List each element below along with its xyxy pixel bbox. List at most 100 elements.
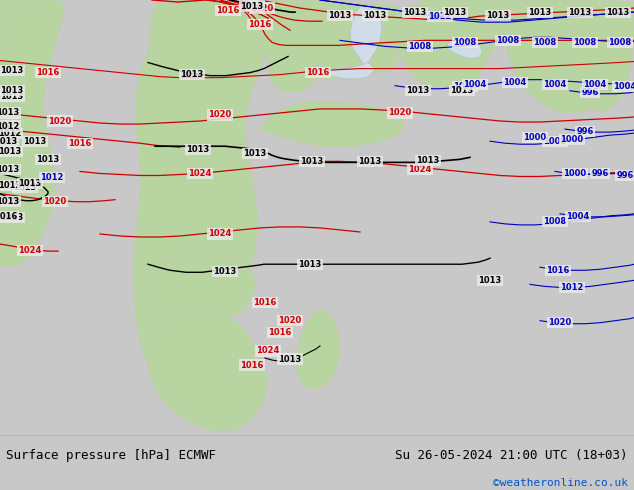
Text: 996: 996 [581,88,598,98]
Text: 1016: 1016 [547,266,570,275]
Text: 1013: 1013 [479,276,501,285]
Text: 1013: 1013 [450,86,474,95]
Text: 1013: 1013 [358,157,382,166]
Polygon shape [571,0,634,111]
Text: 1013: 1013 [417,156,439,165]
Text: 1004: 1004 [613,82,634,91]
Text: 1008: 1008 [543,218,567,226]
Text: 1016: 1016 [68,139,92,147]
Text: 1013: 1013 [0,181,22,190]
Text: 1012: 1012 [560,283,584,292]
Text: 1013: 1013 [0,108,20,118]
Text: 1020: 1020 [43,197,67,206]
Text: 1008: 1008 [408,42,432,51]
Text: 996: 996 [576,126,593,136]
Text: 1008: 1008 [533,38,557,47]
Text: 1013: 1013 [1,92,23,101]
Polygon shape [382,49,398,73]
Polygon shape [132,0,270,373]
Text: 1013: 1013 [328,11,352,20]
Text: 1020: 1020 [250,3,274,13]
Polygon shape [390,5,490,86]
Text: 1013: 1013 [23,137,47,146]
Text: 996: 996 [592,169,609,178]
Text: 1020: 1020 [209,110,231,120]
Polygon shape [448,37,482,58]
Polygon shape [296,309,340,389]
Text: 1024: 1024 [256,346,280,355]
Text: 1013: 1013 [13,183,37,192]
Polygon shape [405,0,520,88]
Text: 1024: 1024 [408,165,432,174]
Text: 1013: 1013 [301,157,323,166]
Text: 1000: 1000 [560,135,583,144]
Text: 1013: 1013 [568,8,592,17]
Text: 1012: 1012 [429,12,451,21]
Text: 1013: 1013 [1,86,23,95]
Text: 1013: 1013 [443,8,467,17]
Text: 1013: 1013 [214,267,236,276]
Text: 1013: 1013 [0,197,20,206]
Text: 1013: 1013 [181,70,204,79]
Polygon shape [488,0,520,58]
Text: 996: 996 [616,171,634,180]
Text: 1008: 1008 [609,38,631,47]
Text: 1012: 1012 [41,173,63,182]
Text: 1016: 1016 [254,298,276,307]
Text: 1013: 1013 [1,66,23,75]
Text: 1013: 1013 [1,213,23,222]
Polygon shape [318,63,375,79]
Text: 1008: 1008 [543,137,567,146]
Text: 1004: 1004 [583,80,607,89]
Text: 1000: 1000 [564,169,586,178]
Text: 1013: 1013 [299,260,321,269]
Text: 1024: 1024 [209,229,231,239]
Polygon shape [268,49,318,93]
Text: 1020: 1020 [48,117,72,125]
Text: 1013: 1013 [18,179,42,188]
Text: ©weatheronline.co.uk: ©weatheronline.co.uk [493,478,628,488]
Text: 1012: 1012 [0,128,22,138]
Text: Su 26-05-2024 21:00 UTC (18+03): Su 26-05-2024 21:00 UTC (18+03) [395,448,628,462]
Polygon shape [350,5,382,65]
Text: 1020: 1020 [389,108,411,118]
Text: 1013: 1013 [486,11,510,20]
Polygon shape [150,252,255,327]
Text: 1016: 1016 [0,212,18,221]
Polygon shape [250,0,420,81]
Text: 1013: 1013 [0,147,22,156]
Text: 1016: 1016 [268,328,292,337]
Text: 1004: 1004 [503,78,527,87]
Text: 1013: 1013 [243,149,267,158]
Polygon shape [258,101,405,147]
Text: 1013: 1013 [0,165,20,174]
Text: 1024: 1024 [188,169,212,178]
Text: 1013: 1013 [606,8,630,17]
Text: 1016: 1016 [216,5,240,15]
Text: 1013: 1013 [36,155,60,164]
Text: 1013: 1013 [406,86,430,95]
Text: 1008: 1008 [496,36,519,45]
Text: 1020: 1020 [548,318,572,327]
Text: 1013: 1013 [278,355,302,364]
Text: 1004: 1004 [566,212,590,221]
Text: 1016: 1016 [36,68,60,77]
Text: 1008: 1008 [453,38,477,47]
Text: 1004: 1004 [453,82,477,91]
Text: 1016: 1016 [306,68,330,77]
Text: 1000: 1000 [524,133,547,142]
Text: Surface pressure [hPa] ECMWF: Surface pressure [hPa] ECMWF [6,448,216,462]
Text: 1016: 1016 [240,361,264,369]
Text: 1013: 1013 [0,137,18,146]
Text: 1004: 1004 [463,80,487,89]
Polygon shape [0,0,65,267]
Text: 1013: 1013 [186,145,210,154]
Polygon shape [148,311,268,432]
Text: 1013: 1013 [240,1,264,11]
Text: 1020: 1020 [278,316,302,325]
Text: 1008: 1008 [573,38,597,47]
Text: 1012: 1012 [0,122,20,130]
Text: 1024: 1024 [18,245,42,255]
Text: 1013: 1013 [403,8,427,17]
Text: 1013: 1013 [528,8,552,17]
